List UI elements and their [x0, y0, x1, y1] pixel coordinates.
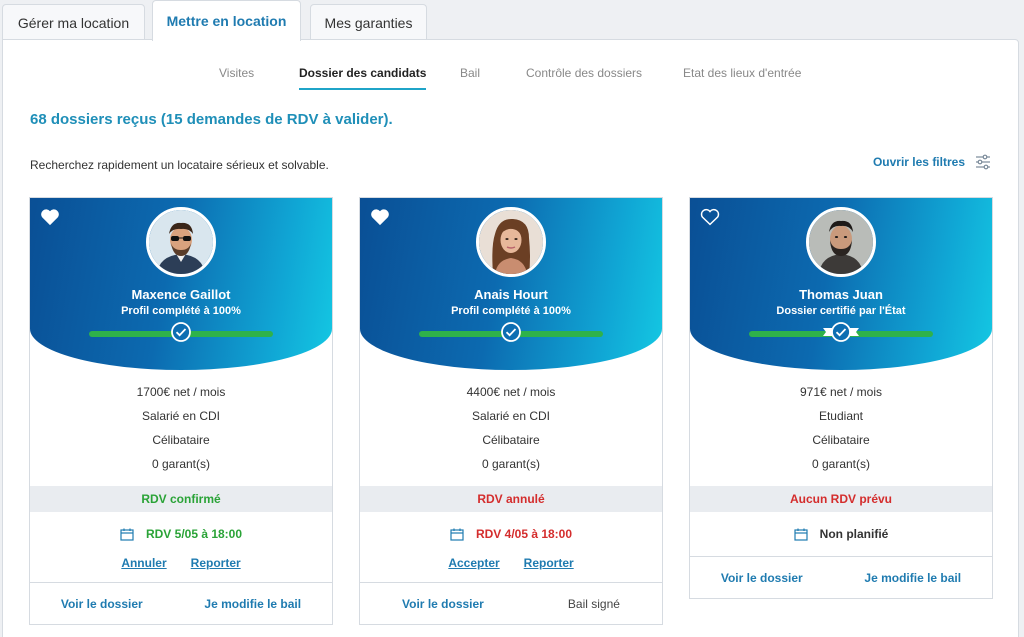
- open-filters-button[interactable]: Ouvrir les filtres: [873, 154, 991, 170]
- candidate-card-header: Thomas Juan Dossier certifié par l'État: [690, 198, 992, 370]
- candidate-contract: Salarié en CDI: [141, 409, 221, 423]
- dossiers-count-heading: 68 dossiers reçus (15 demandes de RDV à …: [30, 111, 393, 128]
- candidate-income: 971€ net / mois: [799, 385, 883, 399]
- tab-mes-garanties[interactable]: Mes garanties: [310, 4, 427, 40]
- subtab-bail[interactable]: Bail: [460, 66, 481, 80]
- candidate-guarantors: 0 garant(s): [481, 457, 541, 471]
- heart-filled-icon[interactable]: [370, 208, 390, 226]
- card-footer: Voir le dossier Je modifie le bail: [30, 582, 332, 624]
- heart-outline-icon[interactable]: [700, 208, 720, 226]
- candidate-card: Thomas Juan Dossier certifié par l'État …: [689, 197, 993, 599]
- certified-badge-icon: [823, 322, 859, 342]
- subtab-dossier-candidats[interactable]: Dossier des candidats: [299, 66, 427, 90]
- tab-gerer-ma-location[interactable]: Gérer ma location: [2, 4, 145, 40]
- open-filters-label: Ouvrir les filtres: [872, 155, 965, 169]
- check-circle-icon: [501, 322, 521, 342]
- candidate-info: 971€ net / mois Etudiant Célibataire 0 g…: [690, 370, 992, 476]
- check-circle-icon: [171, 322, 191, 342]
- modify-lease-link[interactable]: Je modifie le bail: [204, 596, 302, 611]
- candidate-certified-status: Dossier certifié par l'État: [776, 305, 906, 317]
- accept-rdv-link[interactable]: Accepter: [448, 556, 500, 570]
- card-footer: Voir le dossier Bail signé: [360, 582, 662, 624]
- candidate-situation: Célibataire: [482, 433, 540, 447]
- calendar-icon: [794, 528, 808, 541]
- top-tab-bar: Gérer ma location Mettre en location Mes…: [0, 0, 1024, 41]
- candidate-card: Anais Hourt Profil complété à 100% 4400€…: [359, 197, 663, 625]
- avatar: [476, 207, 546, 277]
- subtab-etat-des-lieux[interactable]: Etat des lieux d'entrée: [683, 66, 802, 80]
- view-dossier-link[interactable]: Voir le dossier: [60, 596, 143, 611]
- sliders-icon: [976, 154, 990, 170]
- rdv-not-planned: Non planifié: [819, 527, 889, 541]
- cancel-rdv-link[interactable]: Annuler: [121, 556, 167, 570]
- rdv-schedule: RDV 5/05 à 18:00: [30, 512, 332, 556]
- sub-tab-bar: Visites Dossier des candidats Bail Contr…: [3, 66, 1018, 96]
- avatar: [146, 207, 216, 277]
- candidate-situation: Célibataire: [152, 433, 210, 447]
- candidate-contract: Salarié en CDI: [471, 409, 551, 423]
- reschedule-rdv-link[interactable]: Reporter: [190, 556, 241, 570]
- candidate-name: Thomas Juan: [799, 287, 883, 302]
- candidate-contract: Etudiant: [818, 409, 864, 423]
- subtab-controle-dossiers[interactable]: Contrôle des dossiers: [526, 66, 643, 80]
- main-panel: Visites Dossier des candidats Bail Contr…: [2, 39, 1019, 637]
- modify-lease-link[interactable]: Je modifie le bail: [864, 570, 962, 585]
- rdv-actions: Annuler Reporter: [30, 556, 332, 582]
- view-dossier-link[interactable]: Voir le dossier: [402, 596, 484, 611]
- card-footer: Voir le dossier Je modifie le bail: [690, 556, 992, 598]
- lease-signed-status: Bail signé: [567, 596, 620, 611]
- avatar: [806, 207, 876, 277]
- candidate-situation: Célibataire: [812, 433, 870, 447]
- rdv-schedule: RDV 4/05 à 18:00: [360, 512, 662, 556]
- subtab-visites[interactable]: Visites: [219, 66, 255, 80]
- candidate-income: 1700€ net / mois: [136, 385, 226, 399]
- candidate-name: Anais Hourt: [474, 287, 548, 302]
- candidate-name: Maxence Gaillot: [131, 287, 231, 302]
- reschedule-rdv-link[interactable]: Reporter: [523, 556, 574, 570]
- candidate-income: 4400€ net / mois: [466, 385, 556, 399]
- candidate-info: 1700€ net / mois Salarié en CDI Célibata…: [30, 370, 332, 476]
- heart-filled-icon[interactable]: [40, 208, 60, 226]
- rdv-datetime: RDV 5/05 à 18:00: [145, 527, 243, 541]
- candidate-card: Maxence Gaillot Profil complété à 100% 1…: [29, 197, 333, 625]
- view-dossier-link[interactable]: Voir le dossier: [720, 570, 803, 585]
- candidate-profile-status: Profil complété à 100%: [121, 305, 241, 317]
- candidate-guarantors: 0 garant(s): [151, 457, 211, 471]
- rdv-status-bar: RDV confirmé: [30, 486, 332, 512]
- candidate-card-header: Maxence Gaillot Profil complété à 100%: [30, 198, 332, 370]
- rdv-datetime: RDV 4/05 à 18:00: [475, 527, 573, 541]
- candidate-card-header: Anais Hourt Profil complété à 100%: [360, 198, 662, 370]
- tab-mettre-en-location[interactable]: Mettre en location: [152, 0, 301, 41]
- calendar-icon: [450, 528, 464, 541]
- search-hint-text: Recherchez rapidement un locataire série…: [30, 158, 329, 172]
- rdv-actions: Accepter Reporter: [360, 556, 662, 582]
- rdv-status-bar: Aucun RDV prévu: [690, 486, 992, 512]
- rdv-status-bar: RDV annulé: [360, 486, 662, 512]
- candidate-info: 4400€ net / mois Salarié en CDI Célibata…: [360, 370, 662, 476]
- calendar-icon: [120, 528, 134, 541]
- rdv-schedule: Non planifié: [690, 512, 992, 556]
- candidate-guarantors: 0 garant(s): [811, 457, 871, 471]
- candidate-profile-status: Profil complété à 100%: [451, 305, 571, 317]
